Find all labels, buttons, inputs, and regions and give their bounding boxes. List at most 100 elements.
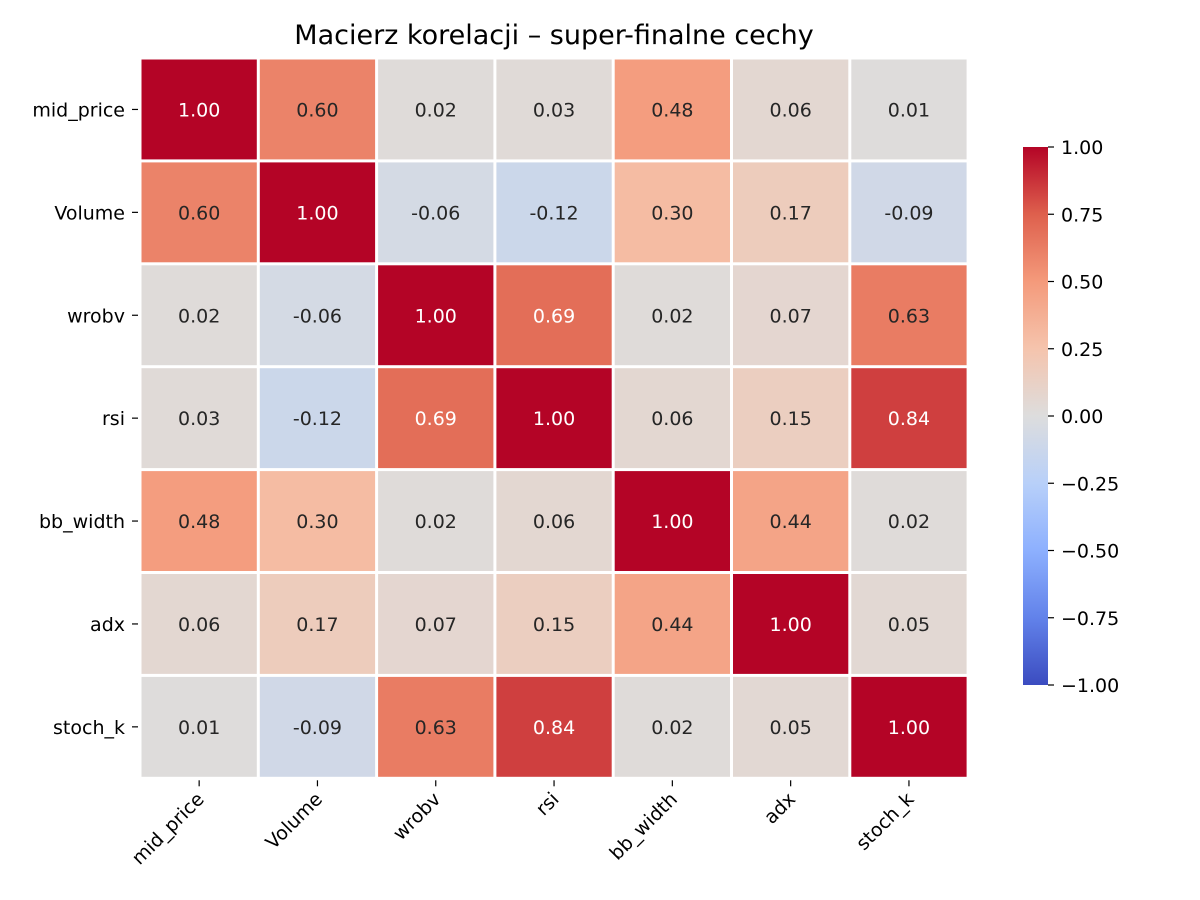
heatmap-cell (141, 162, 257, 263)
heatmap-cell (851, 676, 967, 777)
colorbar: 1.00 0.75 0.50 0.25 0.00 −0.25 −0.50 −0.75 −1.00 (1023, 137, 1119, 697)
heatmap-cell (259, 59, 376, 160)
y-tick-label: wrobv (67, 305, 125, 327)
y-tick-label: stoch_k (53, 717, 125, 739)
cell-value-label: -0.09 (293, 717, 342, 739)
cell-value-label: 0.02 (415, 511, 457, 533)
heatmap-cell (496, 574, 612, 674)
heatmap-cell (733, 368, 849, 469)
cell-value-label: 0.07 (769, 305, 811, 327)
cell-value-label: 1.00 (888, 717, 930, 739)
heatmap-cell (733, 676, 849, 777)
cell-value-label: 0.15 (533, 614, 575, 636)
colorbar-tick-label: 0.00 (1061, 406, 1103, 428)
heatmap-cell (378, 574, 494, 674)
heatmap-cell (141, 574, 257, 674)
cell-value-label: 1.00 (296, 202, 338, 224)
heatmap-cell (851, 368, 967, 469)
heatmap-cell (378, 676, 494, 777)
cell-value-label: 0.01 (888, 99, 930, 121)
heatmap-cell (733, 162, 849, 263)
chart-title: Macierz korelacji – super-finalne cechy (294, 20, 813, 51)
heatmap-cell (851, 574, 967, 674)
cell-value-label: 0.15 (769, 408, 811, 430)
cell-value-label: 0.17 (769, 202, 811, 224)
y-tick-label: Volume (54, 202, 125, 224)
heatmap-cell (141, 265, 257, 366)
heatmap-cell (733, 471, 849, 571)
heatmap-cell (496, 676, 612, 777)
heatmap-cell (614, 59, 730, 160)
cell-value-label: 0.02 (415, 99, 457, 121)
x-axis: mid_price Volume wrobv rsi bb_width adx stoch_… (128, 780, 918, 869)
colorbar-tick-label: 0.50 (1061, 272, 1103, 294)
heatmap-cell (851, 59, 967, 160)
heatmap-cell (259, 265, 376, 366)
cell-value-label: 0.05 (769, 717, 811, 739)
colorbar-tick-label: −0.25 (1061, 473, 1119, 495)
cell-value-label: 1.00 (651, 511, 693, 533)
colorbar-tick-label: −0.75 (1061, 608, 1119, 630)
heatmap-cell (496, 162, 612, 263)
heatmap-cell (259, 368, 376, 469)
cell-value-label: 0.03 (533, 99, 575, 121)
heatmap-cell (259, 162, 376, 263)
cell-value-label: 0.02 (888, 511, 930, 533)
cell-value-label: 1.00 (178, 99, 220, 121)
x-tick-label: mid_price (128, 788, 209, 869)
heatmap-cell (496, 471, 612, 571)
heatmap-cell (378, 265, 494, 366)
colorbar-gradient (1023, 147, 1048, 685)
x-tick-label: rsi (532, 788, 564, 820)
heatmap-cell (496, 368, 612, 469)
heatmap-cell (614, 574, 730, 674)
colorbar-tick-label: 0.75 (1061, 204, 1103, 226)
heatmap-cell (851, 162, 967, 263)
heatmap-cell (378, 471, 494, 571)
heatmap-cell (733, 59, 849, 160)
cell-value-label: 0.03 (178, 408, 220, 430)
cell-value-label: -0.12 (293, 408, 342, 430)
cell-value-label: 0.84 (533, 717, 575, 739)
heatmap-cell (614, 368, 730, 469)
cell-value-label: 0.05 (888, 614, 930, 636)
colorbar-tick-label: −1.00 (1061, 675, 1119, 697)
x-tick-label: wrobv (389, 788, 445, 844)
cell-value-label: 0.02 (651, 305, 693, 327)
colorbar-tick-label: 1.00 (1061, 137, 1103, 159)
cell-value-label: 0.44 (651, 614, 693, 636)
cell-value-label: 0.63 (415, 717, 457, 739)
cell-value-label: 0.48 (178, 511, 220, 533)
cell-value-label: 0.63 (888, 305, 930, 327)
x-tick-label: stoch_k (852, 788, 918, 854)
cell-value-label: 0.69 (533, 305, 575, 327)
heatmap-cell (496, 265, 612, 366)
cell-value-label: 0.07 (415, 614, 457, 636)
heatmap-cell (378, 162, 494, 263)
heatmap-cell (496, 59, 612, 160)
heatmap-cell (733, 574, 849, 674)
heatmap-cell (141, 676, 257, 777)
cell-value-label: 0.06 (651, 408, 693, 430)
heatmap-grid: 1.00 0.60 0.02 0.03 0.48 0.06 0.01 0.60 1.00 -0.0… (141, 59, 967, 777)
heatmap-cell (614, 471, 730, 571)
heatmap-cell (141, 471, 257, 571)
cell-value-label: 0.02 (651, 717, 693, 739)
heatmap-cell (141, 368, 257, 469)
y-tick-label: adx (90, 614, 125, 636)
cell-value-label: 1.00 (533, 408, 575, 430)
cell-value-label: 0.30 (651, 202, 693, 224)
heatmap-cell (614, 162, 730, 263)
colorbar-tick-label: −0.50 (1061, 541, 1119, 563)
heatmap-cell (378, 368, 494, 469)
y-tick-label: bb_width (39, 511, 125, 533)
heatmap-cell (259, 471, 376, 571)
y-tick-label: mid_price (32, 99, 125, 121)
cell-value-label: -0.06 (293, 305, 342, 327)
cell-value-label: 0.06 (769, 99, 811, 121)
cell-value-label: 0.84 (888, 408, 930, 430)
x-tick-label: Volume (261, 788, 327, 854)
cell-value-label: 0.02 (178, 305, 220, 327)
cell-value-label: -0.12 (529, 202, 578, 224)
